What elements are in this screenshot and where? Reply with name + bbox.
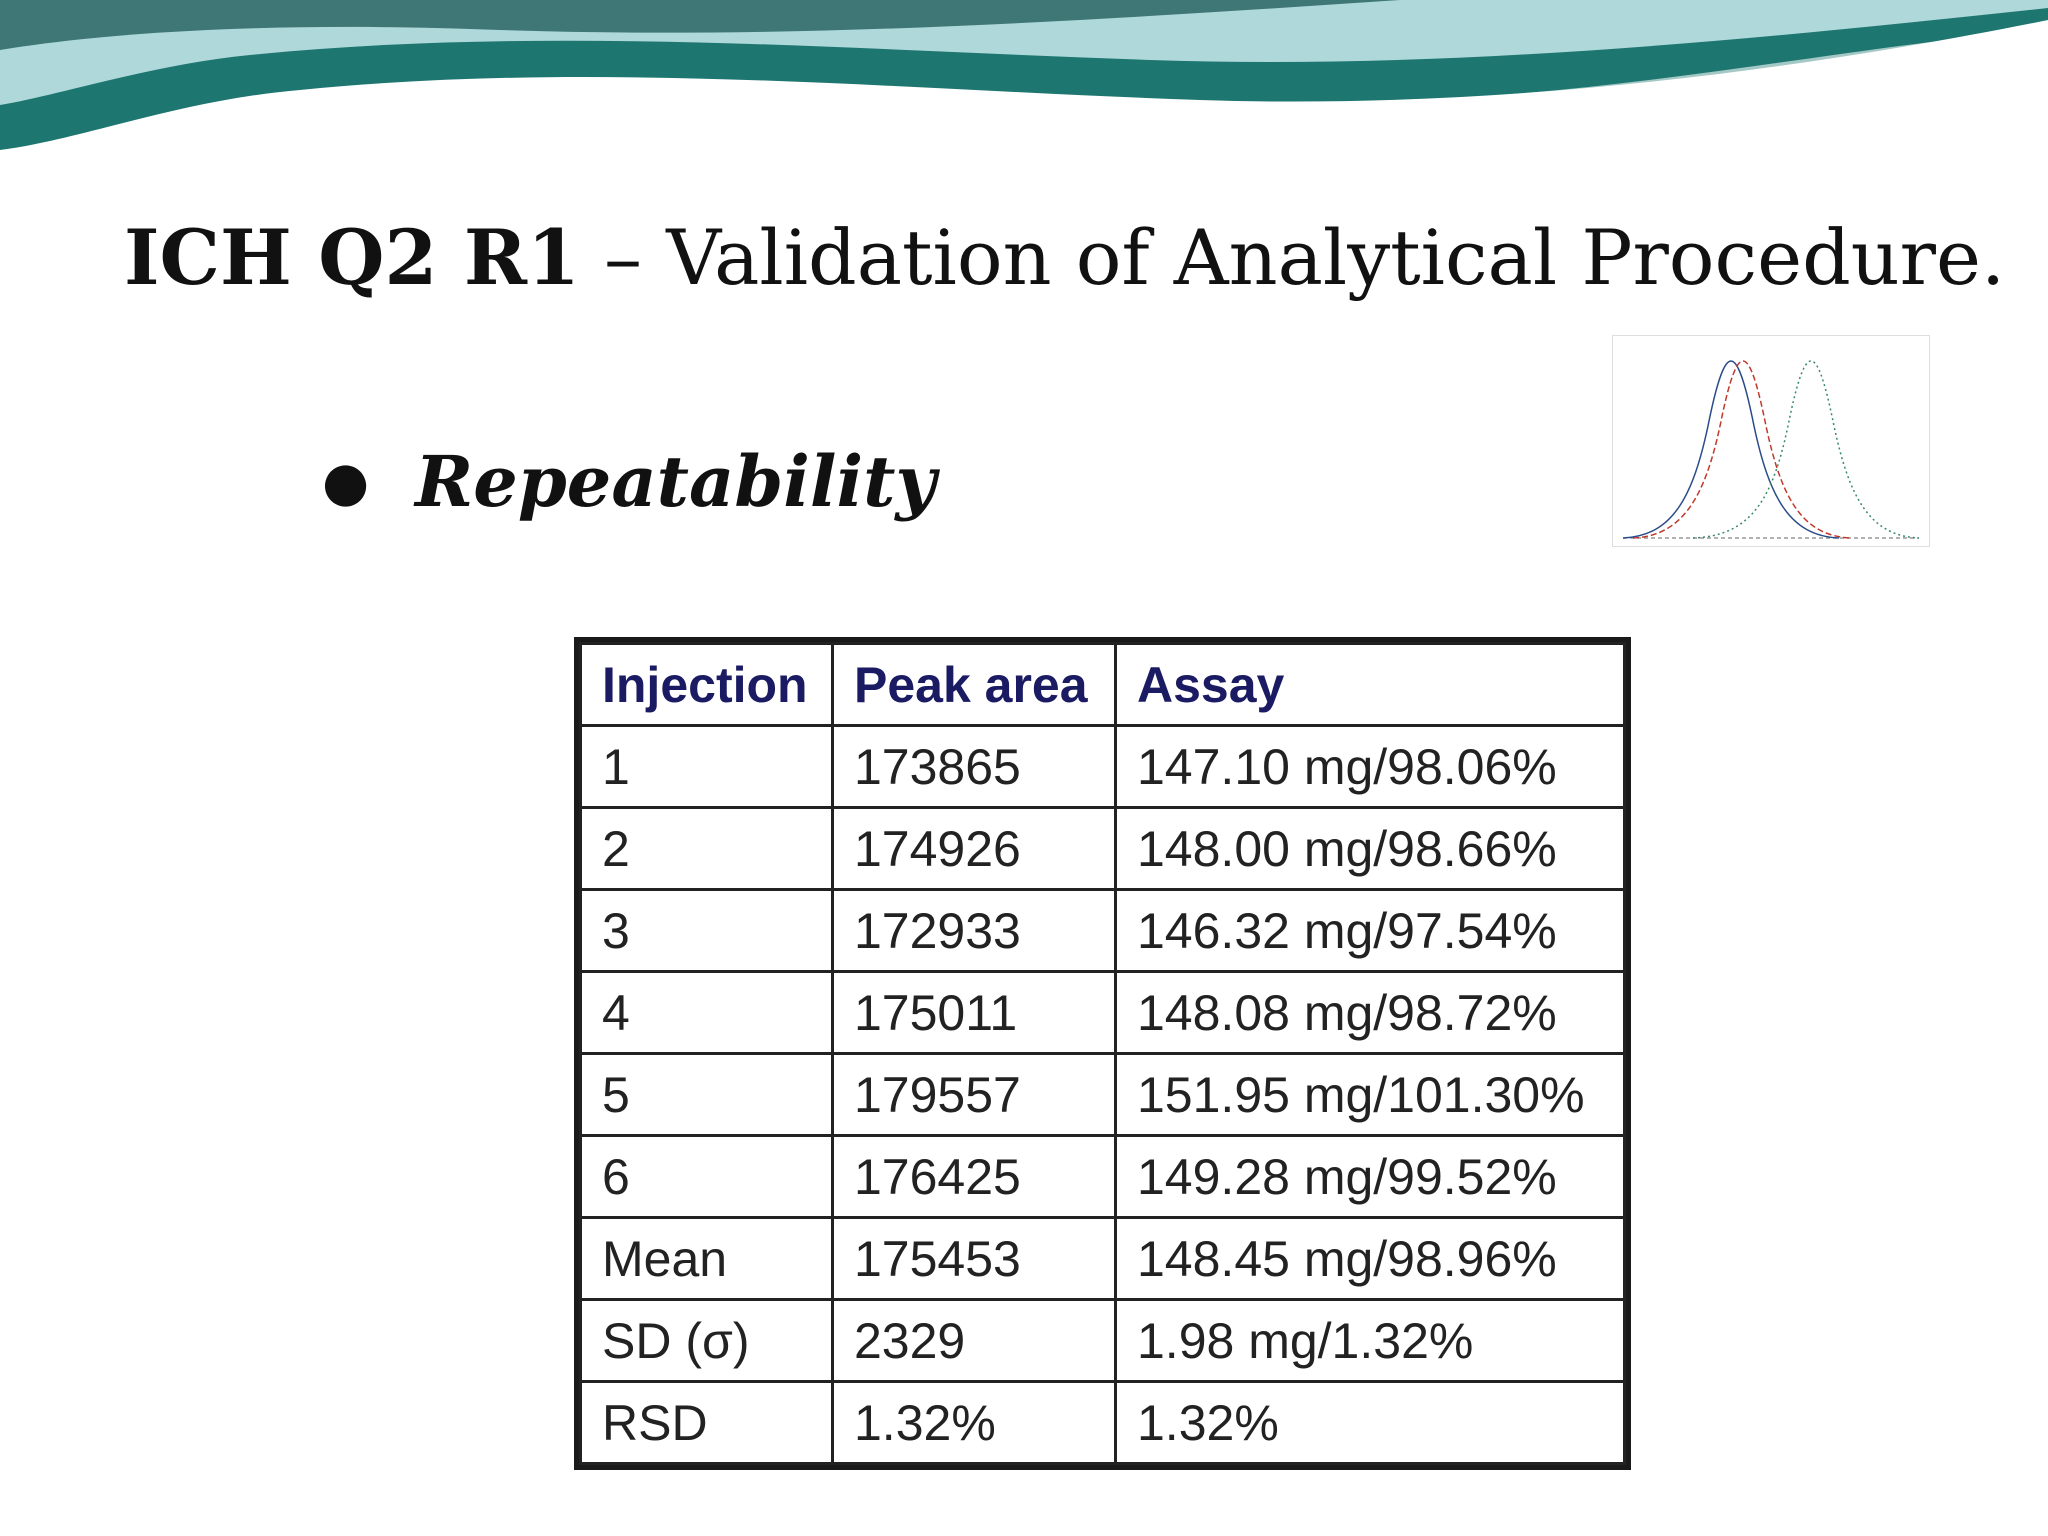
table-header-row: Injection Peak area Assay [579,642,1626,727]
cell-injection: 1 [579,724,834,809]
cell-assay: 1.32% [1114,1380,1626,1465]
slide-title-bold: ICH Q2 R1 [124,213,580,302]
cell-peak-area: 175453 [831,1216,1117,1301]
cell-injection: 2 [579,806,834,891]
cell-injection: SD (σ) [579,1298,834,1383]
table-row: 2 174926 148.00 mg/98.66% [579,806,1626,891]
bullet-item: ● Repeatability [322,440,936,523]
cell-injection: 4 [579,970,834,1055]
cell-peak-area: 1.32% [831,1380,1117,1465]
table-row: 5 179557 151.95 mg/101.30% [579,1052,1626,1137]
table-row-sd: SD (σ) 2329 1.98 mg/1.32% [579,1298,1626,1383]
cell-assay: 149.28 mg/99.52% [1114,1134,1626,1219]
cell-injection: RSD [579,1380,834,1465]
cell-peak-area: 173865 [831,724,1117,809]
table-row: 4 175011 148.08 mg/98.72% [579,970,1626,1055]
table-row: 6 176425 149.28 mg/99.52% [579,1134,1626,1219]
cell-assay: 1.98 mg/1.32% [1114,1298,1626,1383]
cell-assay: 146.32 mg/97.54% [1114,888,1626,973]
cell-assay: 148.08 mg/98.72% [1114,970,1626,1055]
cell-assay: 148.45 mg/98.96% [1114,1216,1626,1301]
cell-peak-area: 175011 [831,970,1117,1055]
column-header-assay: Assay [1114,642,1626,727]
cell-injection: 3 [579,888,834,973]
cell-injection: 5 [579,1052,834,1137]
cell-peak-area: 172933 [831,888,1117,973]
bullet-text: Repeatability [415,440,937,523]
column-header-injection: Injection [579,642,834,727]
cell-assay: 147.10 mg/98.06% [1114,724,1626,809]
cell-injection: Mean [579,1216,834,1301]
chromatogram-peaks-image [1612,335,1930,547]
table-row-rsd: RSD 1.32% 1.32% [579,1380,1626,1465]
slide-title: ICH Q2 R1 – Validation of Analytical Pro… [124,212,2005,303]
header-banner-graphic [0,0,2048,160]
repeatability-table: Injection Peak area Assay 1 173865 147.1… [574,637,1631,1470]
cell-assay: 148.00 mg/98.66% [1114,806,1626,891]
column-header-peak-area: Peak area [831,642,1117,727]
table-row: 3 172933 146.32 mg/97.54% [579,888,1626,973]
bullet-dot-icon: ● [322,450,370,513]
cell-peak-area: 2329 [831,1298,1117,1383]
slide-title-rest: – Validation of Analytical Procedure. [579,213,2006,302]
table-row-mean: Mean 175453 148.45 mg/98.96% [579,1216,1626,1301]
cell-peak-area: 174926 [831,806,1117,891]
cell-assay: 151.95 mg/101.30% [1114,1052,1626,1137]
cell-peak-area: 179557 [831,1052,1117,1137]
cell-injection: 6 [579,1134,834,1219]
table-row: 1 173865 147.10 mg/98.06% [579,724,1626,809]
cell-peak-area: 176425 [831,1134,1117,1219]
